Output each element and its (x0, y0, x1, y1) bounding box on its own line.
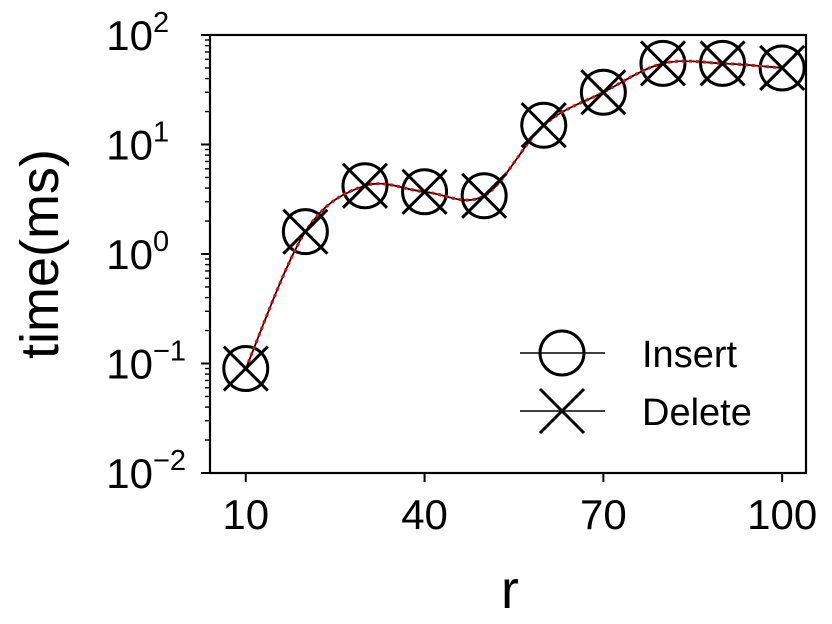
data-point-cross (401, 168, 448, 215)
x-tick-label: 10 (222, 491, 269, 538)
data-point-cross (759, 44, 806, 92)
y-tick-label: 10 (106, 450, 153, 497)
legend-item-delete: Delete (520, 387, 752, 435)
data-point-cross (520, 102, 567, 149)
y-tick-label: 10 (106, 122, 153, 169)
y-tick-label: 10 (106, 231, 153, 278)
data-point-circle (460, 172, 508, 220)
x-tick-label: 40 (401, 491, 448, 538)
y-tick-label-exponent: 2 (153, 7, 169, 39)
y-tick-label: 10 (106, 341, 153, 388)
x-tick-label: 70 (580, 491, 627, 538)
series-delete (222, 40, 806, 392)
data-point-circle (281, 208, 329, 256)
data-point-circle (222, 345, 270, 393)
data-point-cross (341, 162, 389, 209)
data-point-circle (401, 168, 449, 216)
legend-marker-cross (538, 387, 586, 435)
data-point-circle (341, 162, 389, 210)
legend-label-delete: Delete (642, 392, 752, 434)
data-point-cross (282, 208, 329, 255)
legend-label-insert: Insert (642, 334, 737, 376)
x-tick-label: 100 (747, 491, 817, 538)
series-line-insert (245, 60, 783, 369)
series-line-overlay-delete (244, 59, 783, 370)
y-axis-label: time(ms) (10, 149, 70, 359)
y-tick-label-exponent: 1 (153, 117, 169, 149)
data-point-cross (639, 40, 687, 87)
y-tick-label-exponent: −1 (153, 336, 186, 368)
data-point-cross (222, 345, 269, 392)
legend: Insert Delete (520, 329, 752, 435)
y-tick-label-exponent: 0 (153, 226, 169, 258)
x-axis-label: r (501, 560, 519, 620)
legend-item-insert: Insert (520, 329, 737, 377)
data-point-cross (699, 40, 746, 87)
data-point-circle (699, 39, 747, 87)
series-layer (222, 39, 806, 393)
data-point-cross (461, 172, 508, 219)
data-point-circle (520, 101, 568, 149)
data-point-circle (758, 44, 806, 92)
data-point-cross (580, 69, 627, 116)
series-line-delete (245, 60, 783, 369)
legend-marker-circle (538, 329, 586, 377)
data-point-circle (639, 39, 687, 87)
y-tick-label-exponent: −2 (153, 445, 186, 477)
data-point-circle (579, 68, 627, 116)
y-tick-label: 10 (106, 12, 153, 59)
